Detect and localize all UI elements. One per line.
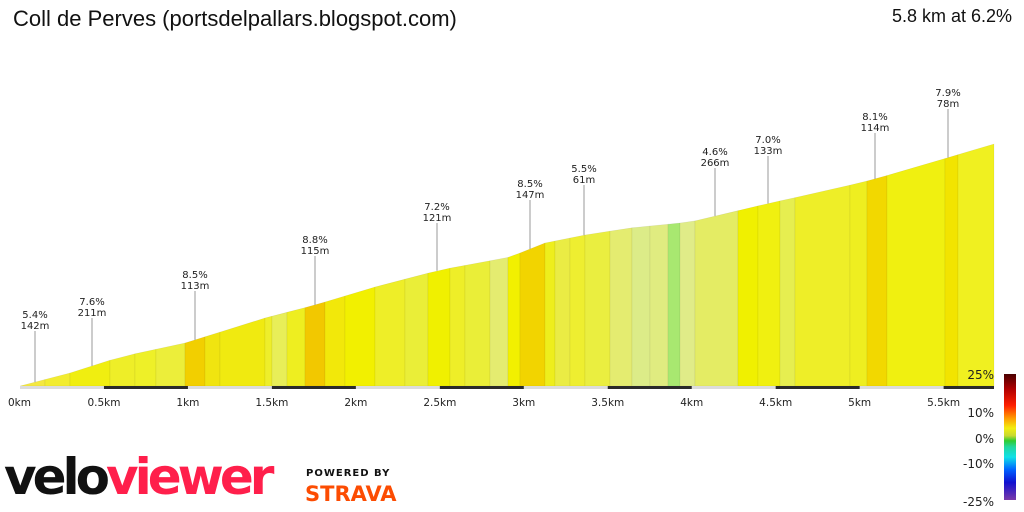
annotation-gradient: 8.8% <box>302 235 327 246</box>
gradient-segment <box>679 220 696 387</box>
annotation-length: 121m <box>423 213 452 224</box>
distance-axis-segment <box>103 386 188 389</box>
gradient-segment <box>544 240 556 387</box>
distance-axis-segment <box>271 386 356 389</box>
annotation-length: 147m <box>516 190 545 201</box>
annotation-length: 142m <box>21 321 50 332</box>
x-tick-label: 4km <box>680 397 703 409</box>
annotation-length: 133m <box>754 146 783 157</box>
page-title: Coll de Perves (portsdelpallars.blogspot… <box>13 6 457 31</box>
x-tick-label: 2.5km <box>423 397 456 409</box>
x-tick-label: 3km <box>512 397 535 409</box>
annotation-gradient: 7.2% <box>424 202 449 213</box>
gradient-segment <box>694 210 739 387</box>
x-tick-label: 1km <box>176 397 199 409</box>
gradient-legend: 25% 10% 0% -10% -25% <box>963 368 1016 509</box>
gradient-segment <box>609 227 633 387</box>
x-tick-label: 5.5km <box>927 397 960 409</box>
annotation-gradient: 8.1% <box>862 112 887 123</box>
legend-label-10: 10% <box>967 406 994 420</box>
distance-axis-segment <box>775 386 860 389</box>
veloviewer-logo: veloviewer <box>4 448 274 506</box>
x-tick-label: 0km <box>8 397 31 409</box>
gradient-segment <box>489 257 509 387</box>
gradient-segment <box>886 158 946 387</box>
gradient-segment <box>109 353 136 387</box>
gradient-segment <box>779 197 796 387</box>
gradient-segment <box>519 242 546 387</box>
annotation-gradient: 5.4% <box>22 310 47 321</box>
legend-label-25: 25% <box>967 368 994 382</box>
gradient-segment <box>404 272 429 387</box>
annotation-length: 114m <box>861 123 890 134</box>
powered-by-label: POWERED BY <box>306 468 391 479</box>
annotation-gradient: 4.6% <box>702 147 727 158</box>
gradient-segment <box>271 311 288 387</box>
annotation-gradient: 7.6% <box>79 297 104 308</box>
gradient-segment <box>344 286 376 387</box>
gradient-segment <box>569 234 586 387</box>
gradient-segment <box>737 205 759 387</box>
annotation-length: 61m <box>573 175 595 186</box>
annotation-gradient: 8.5% <box>517 179 542 190</box>
x-tick-label: 0.5km <box>87 397 120 409</box>
gradient-segment <box>286 307 306 387</box>
climb-summary: 5.8 km at 6.2% <box>891 6 1012 26</box>
gradient-segment <box>449 264 466 387</box>
strava-logo: STRAVA <box>305 482 397 506</box>
x-tick-label: 1.5km <box>255 397 288 409</box>
annotation-length: 115m <box>301 246 330 257</box>
gradient-segment <box>219 317 266 387</box>
gradient-segment <box>794 184 851 387</box>
gradient-segment <box>957 143 995 387</box>
gradient-segment <box>667 222 681 387</box>
gradient-segment <box>184 336 206 387</box>
gradient-segment <box>427 267 451 387</box>
annotation-gradient: 7.0% <box>755 135 780 146</box>
gradient-segment <box>757 200 781 387</box>
gradient-segment <box>264 315 273 387</box>
gradient-color-scale <box>1004 374 1016 500</box>
gradient-segment <box>19 379 46 387</box>
x-tick-label: 5km <box>848 397 871 409</box>
gradient-segment <box>69 359 111 387</box>
gradient-segment <box>204 331 221 387</box>
gradient-segment <box>464 260 491 387</box>
gradient-segment <box>304 301 326 387</box>
gradient-segment <box>631 225 651 387</box>
distance-axis-segment <box>439 386 524 389</box>
gradient-segment <box>649 223 669 387</box>
distance-axis-segment <box>943 386 994 389</box>
x-tick-label: 3.5km <box>591 397 624 409</box>
annotation-length: 266m <box>701 158 730 169</box>
gradient-segment <box>944 154 959 387</box>
legend-label-neg10: -10% <box>963 457 994 471</box>
gradient-segment <box>44 372 71 387</box>
distance-axis-segment <box>607 386 692 389</box>
x-tick-label: 4.5km <box>759 397 792 409</box>
annotation-length: 113m <box>181 281 210 292</box>
annotation-gradient: 8.5% <box>182 270 207 281</box>
legend-label-neg25: -25% <box>963 495 994 509</box>
annotation-gradient: 7.9% <box>935 88 960 99</box>
gradient-segment <box>866 175 888 387</box>
gradient-segment <box>849 180 868 387</box>
gradient-segment <box>584 230 611 387</box>
gradient-segment <box>324 295 346 387</box>
gradient-segment <box>554 237 571 387</box>
annotation-gradient: 5.5% <box>571 164 596 175</box>
x-tick-label: 2km <box>344 397 367 409</box>
legend-label-0: 0% <box>975 432 994 446</box>
gradient-segment <box>134 348 157 387</box>
annotation-length: 78m <box>937 99 959 110</box>
annotation-length: 211m <box>78 308 107 319</box>
gradient-segment <box>507 252 521 387</box>
gradient-segment <box>155 342 186 387</box>
gradient-segment <box>374 278 406 387</box>
